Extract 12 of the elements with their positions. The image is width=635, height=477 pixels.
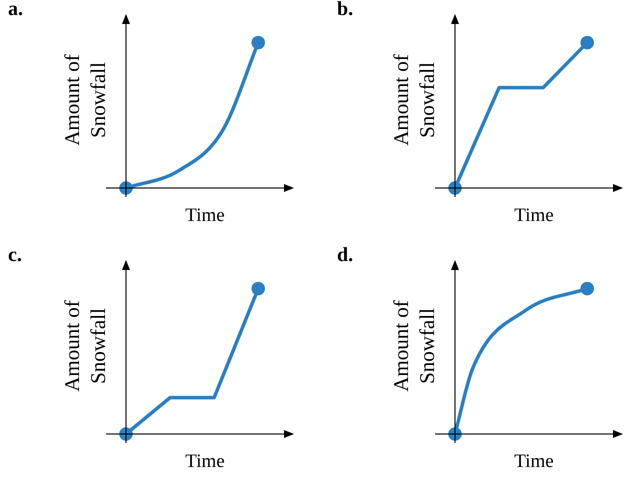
y-axis-title: Amount of Snowfall [59, 53, 111, 148]
chart-title: b. [337, 0, 354, 21]
chart-title: d. [337, 244, 354, 267]
chart-title: a. [8, 0, 23, 21]
y-axis-title: Amount of Snowfall [388, 53, 440, 148]
y-axis-title: Amount of Snowfall [59, 299, 111, 394]
x-axis-title: Time [514, 451, 554, 473]
y-axis-title: Amount of Snowfall [388, 299, 440, 394]
x-axis-title: Time [185, 205, 225, 227]
chart-title: c. [8, 244, 22, 267]
x-axis-title: Time [514, 205, 554, 227]
x-axis-title: Time [185, 451, 225, 473]
